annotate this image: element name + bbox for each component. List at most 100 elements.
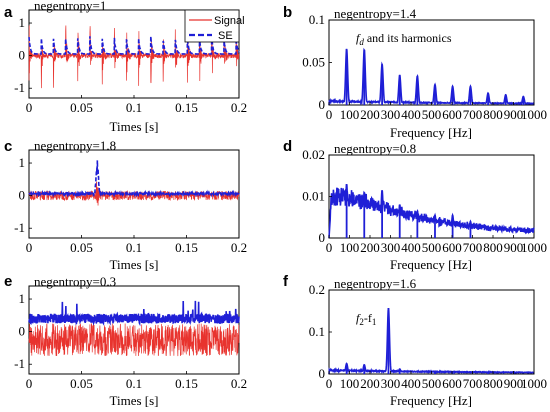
x-tick-label: 0 [26, 240, 33, 255]
x-tick-label: 300 [381, 376, 401, 391]
se-series-line [28, 36, 240, 55]
panel-e-annotation: negentropy=0.3 [34, 274, 116, 289]
x-tick-label: 100 [340, 376, 360, 391]
x-tick-label: 0.15 [175, 240, 198, 255]
x-tick-label: 600 [442, 107, 462, 122]
x-tick-label: 0.1 [126, 100, 142, 115]
panel-d-annotation: negentropy=0.8 [334, 141, 416, 156]
y-tick-label: 0 [319, 230, 326, 245]
panel-c-marks [28, 160, 240, 206]
x-tick-label: 800 [483, 240, 503, 255]
y-tick-label: 0.05 [302, 55, 325, 70]
x-tick-label: 700 [463, 107, 483, 122]
x-tick-label: 0.1 [126, 240, 142, 255]
panel-f-spectrum: f negentropy=1.6 f2-f1 0 100 200 300 400 500 6… [283, 273, 547, 408]
x-tick-label: 900 [504, 107, 524, 122]
panel-a-legend: Signal SE [184, 9, 245, 43]
x-tick-label: 0.05 [70, 100, 93, 115]
x-tick-label: 0 [26, 100, 33, 115]
panel-f-xlabel: Frequency [Hz] [390, 393, 472, 408]
x-tick-label: 900 [504, 240, 524, 255]
y-tick-label: 0.1 [309, 12, 325, 27]
panel-e-letter: e [4, 273, 12, 290]
panel-e-time-signal: e negentropy=0.3 0 0.05 0.1 0.15 0.2-101 Tim… [4, 273, 247, 408]
x-tick-label: 500 [422, 240, 442, 255]
panel-f-difference-label: f2-f1 [356, 311, 376, 327]
x-tick-label: 200 [360, 107, 380, 122]
x-tick-label: 0.05 [70, 240, 93, 255]
panel-a-xlabel: Times [s] [109, 119, 158, 134]
panel-f-letter: f [283, 273, 289, 290]
x-tick-label: 0.2 [231, 240, 247, 255]
se-series-line [28, 160, 240, 198]
y-tick-label: 0 [319, 366, 326, 381]
panel-e-xlabel: Times [s] [109, 393, 158, 408]
x-tick-label: 800 [483, 107, 503, 122]
panel-c-annotation: negentropy=1.8 [34, 138, 116, 153]
y-tick-label: -1 [14, 356, 25, 371]
x-tick-label: 0 [326, 376, 333, 391]
x-tick-label: 700 [463, 376, 483, 391]
x-tick-label: 300 [381, 107, 401, 122]
x-tick-label: 400 [401, 107, 421, 122]
x-tick-label: 1000 [521, 240, 547, 255]
se-series-line [28, 300, 240, 327]
legend-signal-label: Signal [214, 15, 245, 27]
x-tick-label: 0 [326, 107, 333, 122]
panel-a-legend-box [184, 9, 240, 43]
spectrum-series-line [328, 183, 535, 239]
x-tick-label: 400 [401, 376, 421, 391]
x-tick-label: 900 [504, 376, 524, 391]
y-tick-label: 0 [19, 188, 26, 203]
panel-d-xlabel: Frequency [Hz] [390, 257, 472, 272]
panel-c-xlabel: Times [s] [109, 257, 158, 272]
x-tick-label: 0 [326, 240, 333, 255]
panel-e-ticks: 0 0.05 0.1 0.15 0.2-101 [14, 291, 247, 391]
y-tick-label: 1 [19, 291, 26, 306]
x-tick-label: 0.15 [175, 100, 198, 115]
y-tick-label: 0 [19, 324, 26, 339]
x-tick-label: 0.05 [70, 376, 93, 391]
x-tick-label: 500 [422, 376, 442, 391]
panel-b-harmonics-label: fd and its harmonics [356, 31, 452, 47]
y-tick-label: -1 [14, 220, 25, 235]
panel-d-letter: d [283, 138, 292, 155]
x-tick-label: 0.2 [231, 376, 247, 391]
y-tick-label: 0.02 [302, 147, 325, 162]
x-tick-label: 500 [422, 107, 442, 122]
x-tick-label: 600 [442, 376, 462, 391]
panel-b-annotation: negentropy=1.4 [334, 6, 417, 21]
panel-d-spectrum: d negentropy=0.8 0 100 200 300 400 500 600 700 8… [283, 138, 547, 272]
x-tick-label: 400 [401, 240, 421, 255]
x-tick-label: 1000 [521, 376, 547, 391]
x-tick-label: 0 [26, 376, 33, 391]
y-tick-label: -1 [14, 80, 25, 95]
panel-a-ticks: 0 0.05 0.1 0.15 0.2-101 [14, 15, 247, 115]
x-tick-label: 1000 [521, 107, 547, 122]
panel-c-ticks: 0 0.05 0.1 0.15 0.2-101 [14, 155, 247, 255]
x-tick-label: 200 [360, 376, 380, 391]
x-tick-label: 200 [360, 240, 380, 255]
panel-c-letter: c [4, 138, 12, 155]
y-tick-label: 0.01 [302, 189, 325, 204]
x-tick-label: 0.2 [231, 100, 247, 115]
x-tick-label: 100 [340, 240, 360, 255]
panel-e-marks [28, 300, 240, 357]
x-tick-label: 0.15 [175, 376, 198, 391]
x-tick-label: 600 [442, 240, 462, 255]
y-tick-label: 0.1 [309, 324, 325, 339]
panel-d-marks [328, 183, 535, 239]
panel-a-time-signal: a negentropy=1 Signal SE 0 0.05 0.1 0.15 0.2… [4, 0, 247, 134]
panel-f-annotation: negentropy=1.6 [334, 276, 417, 291]
x-tick-label: 0.1 [126, 376, 142, 391]
x-tick-label: 800 [483, 376, 503, 391]
signal-series-line [28, 322, 240, 357]
x-tick-label: 100 [340, 107, 360, 122]
panel-b-letter: b [283, 4, 292, 21]
y-tick-label: 1 [19, 15, 26, 30]
